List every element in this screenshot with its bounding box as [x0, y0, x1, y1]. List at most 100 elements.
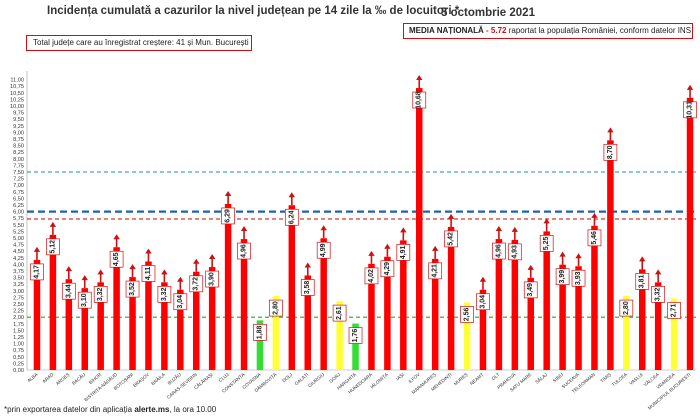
y-tick-label: 10,50 [10, 91, 24, 97]
value-label-box [141, 265, 156, 282]
increase-arrow-head [208, 254, 216, 260]
value-label: 3,32 [655, 287, 662, 301]
y-tick-label: 3,50 [13, 276, 24, 282]
value-label: 10,31 [687, 101, 694, 119]
value-label-box [539, 235, 554, 252]
value-label: 3,04 [177, 295, 184, 309]
bar [320, 238, 327, 370]
value-label: 5,25 [543, 236, 550, 250]
increase-arrow-head [65, 266, 73, 272]
category-label: DOLJ [281, 372, 293, 383]
bar [129, 277, 136, 370]
chart-date: 5 octombrie 2021 [441, 7, 535, 19]
value-label-box [157, 286, 172, 303]
category-label: SĂLAJ [534, 371, 549, 385]
value-label: 2,61 [336, 306, 343, 320]
bar [495, 239, 503, 370]
increase-arrow-head [240, 226, 248, 232]
bar [511, 239, 519, 370]
y-tick-label: 3,25 [13, 282, 24, 288]
category-label: SIBIU [552, 372, 564, 384]
bar [240, 239, 248, 370]
bar [177, 289, 184, 370]
bar [65, 279, 73, 370]
y-tick-label: 7,00 [13, 183, 24, 189]
y-tick-label: 0,75 [13, 348, 24, 354]
national-average-note: raportat la populația României, conform … [506, 26, 692, 35]
y-tick-label: 9,75 [13, 111, 24, 117]
bar [256, 320, 264, 370]
value-label: 4,29 [384, 262, 391, 276]
category-label: VASLUI [628, 372, 643, 386]
category-label: BACĂU [70, 371, 86, 386]
value-label: 4,21 [432, 264, 439, 278]
bar [623, 296, 630, 370]
y-tick-label: 0,50 [13, 355, 24, 361]
value-label: 4,93 [511, 245, 518, 259]
y-tick-label: 6,25 [13, 203, 24, 209]
bar [288, 205, 296, 370]
bar [368, 263, 375, 370]
value-label: 3,90 [209, 272, 216, 286]
y-tick-label: 2,50 [13, 302, 24, 308]
value-label-box [93, 286, 108, 303]
increase-arrow-head [161, 269, 168, 275]
category-label: GIURGIU [307, 372, 325, 388]
value-label-box [683, 101, 697, 119]
increase-arrow-head [686, 84, 694, 90]
value-label: 4,11 [145, 267, 152, 280]
value-label: 1,76 [352, 329, 359, 343]
y-tick-label: 4,75 [13, 243, 24, 249]
increase-arrow-head [400, 227, 407, 233]
bar [272, 296, 280, 370]
increase-arrow-head [145, 248, 152, 254]
increase-arrow-head [495, 226, 503, 232]
increase-arrow-head [591, 212, 598, 218]
y-tick-label: 5,00 [13, 236, 24, 242]
y-tick-label: 1,50 [13, 328, 24, 334]
bar [416, 88, 423, 370]
value-label-box [109, 250, 124, 268]
value-label-box [77, 291, 92, 309]
chart-title: Incidența cumulată a cazurilor la nivel … [47, 5, 460, 17]
bar [463, 302, 471, 370]
increase-arrow-head [193, 258, 200, 264]
y-tick-label: 4,00 [13, 262, 24, 268]
value-label: 6,24 [288, 210, 295, 224]
y-tick-label: 10,75 [10, 84, 24, 90]
value-label-box [444, 230, 458, 248]
national-average-label: MEDIA NAȚIONALĂ [409, 26, 484, 35]
value-label: 4,91 [400, 245, 407, 259]
increase-count-text: Total județe care au înregistrat creșter… [33, 38, 249, 47]
increase-arrow-head [177, 276, 184, 282]
y-tick-label: 4,50 [13, 249, 24, 255]
increase-count-box: Total județe care au înregistrat creșter… [26, 35, 252, 51]
y-tick-label: 6,50 [13, 196, 24, 202]
value-label-box [651, 286, 666, 303]
bar [352, 323, 359, 370]
value-label: 4,96 [241, 244, 248, 258]
value-label-box [173, 293, 188, 311]
value-label: 4,17 [33, 265, 40, 279]
y-tick-label: 8,00 [13, 157, 24, 163]
value-label: 3,52 [129, 282, 136, 296]
bar [304, 275, 311, 370]
value-label-box [189, 275, 204, 293]
value-label: 3,49 [527, 283, 534, 297]
category-label: BRĂILA [150, 371, 167, 387]
y-tick-label: 2,25 [13, 309, 24, 315]
value-label-box [587, 229, 602, 247]
bar [447, 226, 455, 370]
value-label: 2,56 [464, 307, 471, 321]
y-tick-label: 3,75 [13, 269, 24, 275]
category-label: CLUJ [218, 372, 230, 383]
y-tick-label: 5,50 [13, 223, 24, 229]
category-label: ARAD [42, 371, 56, 383]
category-label: ILFOV [408, 371, 422, 384]
y-tick-label: 9,00 [13, 130, 24, 136]
y-tick-label: 5,75 [13, 216, 24, 222]
increase-arrow-head [527, 264, 534, 270]
value-label-box [316, 241, 331, 259]
y-tick-label: 10,00 [10, 104, 24, 110]
